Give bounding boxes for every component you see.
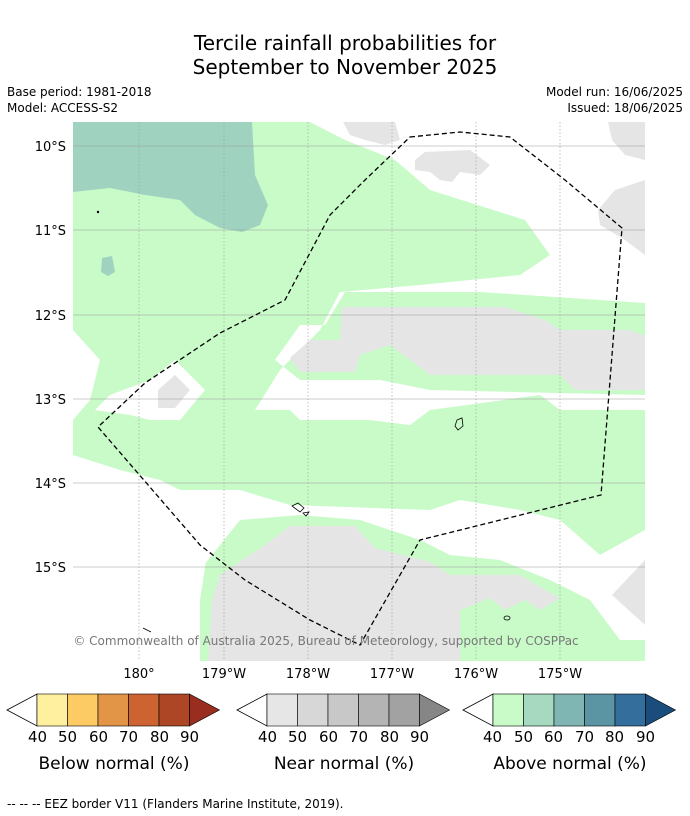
colorbar-above-cell-2 [523,693,555,727]
lon-label-176w: 176°W [454,667,498,682]
meta-left: Base period: 1981-2018 Model: ACCESS-S2 [7,84,152,116]
tick-above-50: 50 [514,728,534,746]
near-normal-southeast [612,560,645,625]
colorbar-below [6,693,221,727]
near-normal-south [208,526,560,661]
colorbar-below-cells [36,693,221,727]
tick-near-60: 60 [319,728,339,746]
lon-labels: 180° 179°W 178°W 177°W 176°W 175°W [123,667,582,682]
colorbar-below-low-arrow [6,693,38,727]
legend-below-label: Below normal (%) [38,754,190,774]
island-south-1 [291,502,305,513]
island-south-2 [302,511,310,517]
tick-near-50: 50 [288,728,308,746]
colorbar-above-high-arrow [645,693,677,727]
tick-above-80: 80 [605,728,625,746]
tick-below-80: 80 [150,728,170,746]
near-normal-central [290,307,645,390]
meta-right: Model run: 16/06/2025 Issued: 18/06/2025 [546,84,683,116]
lat-labels: 10°S 11°S 12°S 13°S 14°S 15°S [35,140,66,576]
lat-label-10s: 10°S [35,140,66,155]
tick-above-90: 90 [636,728,656,746]
colorbar-near-low-arrow [236,693,268,727]
lon-label-179w: 179°W [202,667,246,682]
white-region-south [73,480,645,661]
legend-above-label: Above normal (%) [493,754,647,774]
colorbar-near-cell-1 [266,693,298,727]
white-region-north-strip [310,122,645,260]
near-normal-north-1 [343,122,400,145]
lon-label-177w: 177°W [370,667,414,682]
near-normal-west-island [158,375,190,408]
colorbar-near-cells [266,693,451,727]
title-line-2: September to November 2025 [192,55,498,79]
lon-label-178w: 178°W [286,667,330,682]
colorbar-near [236,693,451,727]
above-50-region-northwest [73,122,268,232]
lat-label-13s: 13°S [35,393,66,408]
colorbar-below-high-arrow [189,693,221,727]
islands [96,210,511,633]
title-line-1: Tercile rainfall probabilities for [193,31,497,55]
near-normal-north-2 [415,150,490,182]
footer-eez-note: -- -- -- EEZ border V11 (Flanders Marine… [7,797,344,811]
lon-label-180: 180° [123,667,154,682]
white-region-southwest [73,455,210,661]
colorbar-below-cell-2 [67,693,99,727]
lat-label-12s: 12°S [35,309,66,324]
legend-near-label: Near normal (%) [273,754,415,774]
tick-below-60: 60 [89,728,109,746]
tick-above-70: 70 [575,728,595,746]
island-east [454,417,464,431]
island-southwest [142,627,152,633]
colorbar-above-cell-1 [492,693,524,727]
tick-above-60: 60 [544,728,564,746]
map-title: Tercile rainfall probabilities for Septe… [0,31,690,79]
white-region-west-edge [73,330,100,420]
tick-below-40: 40 [28,728,48,746]
lon-label-175w: 175°W [538,667,582,682]
tick-below-90: 90 [180,728,200,746]
island-northwest [96,210,100,214]
tick-below-70: 70 [119,728,139,746]
colorbar-above [462,693,677,727]
colorbar-below-cell-3 [97,693,129,727]
map-area: © Commonwealth of Australia 2025, Bureau… [73,122,645,661]
tick-near-80: 80 [380,728,400,746]
near-normal-east-mid [598,180,645,255]
tick-near-90: 90 [410,728,430,746]
near-normal-northeast [608,122,645,160]
lat-label-15s: 15°S [35,561,66,576]
tick-above-40: 40 [483,728,503,746]
model-name: Model: ACCESS-S2 [7,101,119,115]
map-copyright: © Commonwealth of Australia 2025, Bureau… [73,634,578,648]
eez-border [97,131,623,646]
lat-label-11s: 11°S [35,224,66,239]
issued-date: Issued: 18/06/2025 [567,101,683,115]
base-period: Base period: 1981-2018 [7,85,152,99]
ticks-below: 40 50 60 70 80 90 40 50 60 70 80 90 40 5… [0,728,690,748]
colorbar-near-cell-4 [358,693,390,727]
lat-label-14s: 14°S [35,477,66,492]
above-50-patch [101,256,115,276]
colorbar-near-high-arrow [419,693,451,727]
colorbar-near-cell-3 [327,693,359,727]
colorbar-near-cell-5 [388,693,420,727]
tick-below-50: 50 [58,728,78,746]
model-run: Model run: 16/06/2025 [545,85,683,99]
colorbar-above-cell-3 [553,693,585,727]
colorbar-below-cell-5 [158,693,190,727]
island-south-3 [503,615,511,621]
colorbar-below-cell-1 [36,693,68,727]
colorbar-above-cells [492,693,677,727]
colorbar-above-low-arrow [462,693,494,727]
colorbar-below-cell-4 [128,693,160,727]
colorbar-above-cell-5 [614,693,646,727]
colorbar-above-cell-4 [584,693,616,727]
tick-near-70: 70 [349,728,369,746]
tick-near-40: 40 [258,728,278,746]
map-gridlines [73,122,645,661]
colorbar-near-cell-2 [297,693,329,727]
